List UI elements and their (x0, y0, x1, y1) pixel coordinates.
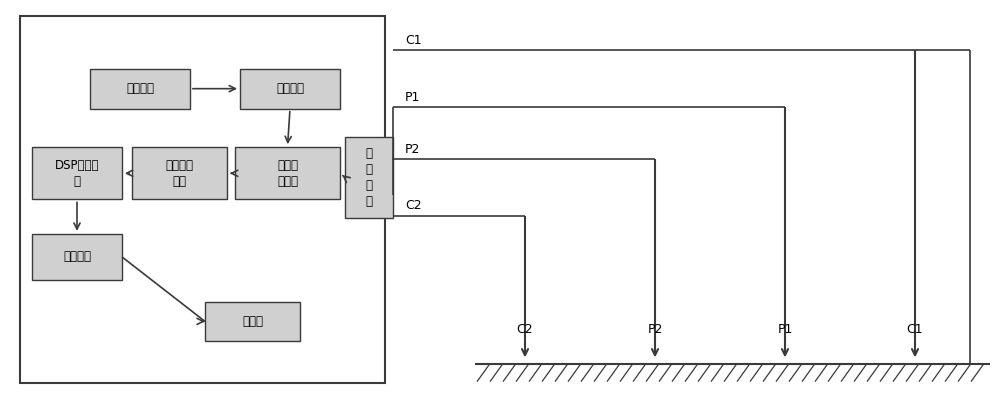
Text: P1: P1 (777, 323, 793, 336)
FancyBboxPatch shape (205, 302, 300, 341)
Text: C1: C1 (907, 323, 923, 336)
FancyBboxPatch shape (90, 69, 190, 109)
Text: C2: C2 (405, 199, 422, 212)
FancyBboxPatch shape (345, 137, 393, 218)
Text: DSP控制单
元: DSP控制单 元 (55, 159, 99, 188)
Text: C2: C2 (517, 323, 533, 336)
FancyBboxPatch shape (240, 69, 340, 109)
Text: 相位鉴别: 相位鉴别 (63, 250, 91, 264)
Text: 电源模块: 电源模块 (126, 82, 154, 95)
FancyBboxPatch shape (32, 234, 122, 280)
Text: P2: P2 (405, 143, 420, 156)
Text: P2: P2 (647, 323, 663, 336)
FancyBboxPatch shape (20, 16, 385, 383)
FancyBboxPatch shape (132, 147, 227, 199)
Text: 模拟滤
波单元: 模拟滤 波单元 (277, 159, 298, 188)
Text: 电流检测: 电流检测 (276, 82, 304, 95)
FancyBboxPatch shape (32, 147, 122, 199)
Text: 电
压
检
测: 电 压 检 测 (366, 147, 372, 208)
Text: 数据存储
单元: 数据存储 单元 (166, 159, 194, 188)
Text: P1: P1 (405, 91, 420, 104)
Text: 显示器: 显示器 (242, 315, 263, 328)
Text: C1: C1 (405, 34, 422, 47)
FancyBboxPatch shape (235, 147, 340, 199)
